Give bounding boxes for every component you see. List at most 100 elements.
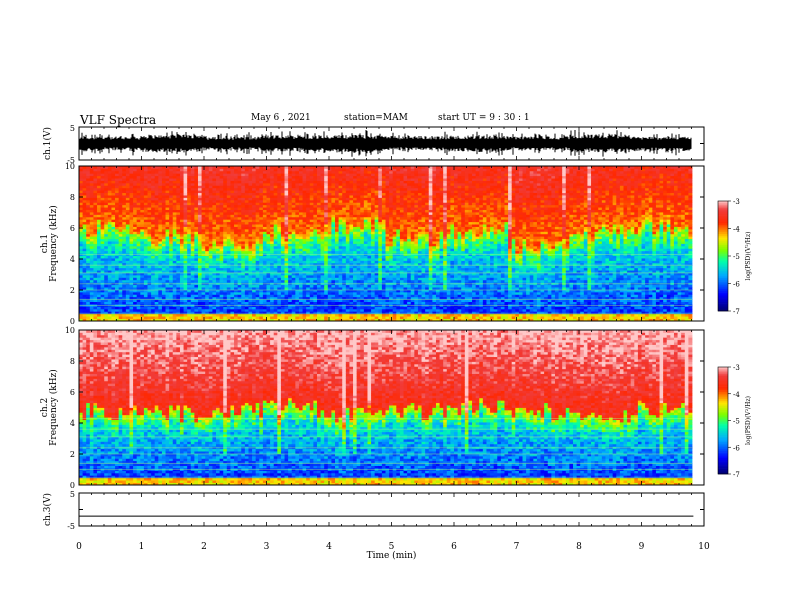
ch1-spectrogram-cell: [107, 209, 112, 213]
ch1-spectrogram-cell: [133, 224, 138, 227]
ch1-spectrogram-cell: [133, 204, 138, 208]
ch1-spectrogram-cell: [237, 168, 242, 172]
ch1-spectrogram-cell: [266, 178, 271, 181]
ch1-spectrogram-cell: [313, 245, 318, 249]
ch1-spectrogram-cell: [104, 265, 109, 269]
ch1-spectrogram-cell: [345, 212, 350, 215]
ch1-spectrogram-cell: [158, 301, 163, 305]
ch1-spectrogram-cell: [216, 279, 221, 283]
ch1-spectrogram-cell: [270, 313, 275, 317]
ch1-spectrogram-cell: [316, 243, 321, 247]
ch1-spectrogram-cell: [129, 306, 134, 310]
ch1-spectrogram-cell: [244, 245, 249, 249]
ch1-spectrogram-cell: [291, 274, 296, 278]
ch1-spectrogram-cell: [252, 178, 257, 181]
ch1-spectrogram-cell: [147, 204, 152, 208]
ch1-spectrogram-cell: [104, 221, 109, 225]
ch1-spectrogram-cell: [270, 182, 275, 186]
ch1-spectrogram-cell: [237, 272, 242, 276]
ch1-spectrogram-cell: [125, 279, 130, 283]
ch1-spectrogram-cell: [197, 226, 202, 230]
ch1-spectrogram-cell: [172, 209, 177, 213]
ch1-spectrogram-cell: [295, 277, 300, 281]
ch1-spectrogram-cell: [190, 224, 195, 227]
ch1-spectrogram-cell: [86, 250, 91, 254]
ch1-spectrogram-cell: [306, 219, 311, 223]
ch1-spectrogram-cell: [288, 267, 293, 271]
ch1-spectrogram-cell: [147, 296, 152, 300]
ch1-spectrogram-cell: [273, 262, 278, 266]
ch1-spectrogram-cell: [324, 291, 329, 295]
ch1-spectrogram-cell: [273, 313, 278, 317]
ch1-spectrogram-cell: [277, 313, 282, 317]
ch1-spectrogram-cell: [107, 260, 112, 264]
ch1-spectrogram-cell: [230, 248, 235, 252]
ch1-spectrogram-cell: [353, 291, 358, 295]
ch1-spectrogram-cell: [223, 166, 228, 169]
ch1-spectrogram-cell: [154, 195, 159, 198]
ch1-spectrogram-cell: [129, 262, 134, 266]
ch1-spectrogram-cell: [320, 267, 325, 271]
ch1-spectrogram-cell: [82, 216, 87, 220]
ch1-spectrogram-cell: [179, 219, 184, 223]
ch1-spectrogram-cell: [133, 301, 138, 305]
ch1-spectrogram-cell: [143, 306, 148, 310]
ch1-spectrogram-cell: [129, 287, 134, 290]
ch1-spectrogram-cell: [237, 279, 242, 283]
ch1-spectrogram-cell: [219, 258, 224, 261]
ch1-spectrogram-cell: [331, 233, 336, 237]
ch1-spectrogram-cell: [335, 245, 340, 249]
ch1-spectrogram-cell: [252, 248, 257, 252]
ch1-spectrogram-cell: [244, 238, 249, 242]
ch1-spectrogram-cell: [241, 192, 246, 196]
ch1-spectrogram-cell: [342, 207, 347, 210]
ch1-spectrogram-cell: [122, 306, 127, 310]
ch1-spectrogram-cell: [345, 170, 350, 174]
ch1-spectrogram-cell: [244, 262, 249, 266]
ch1-spectrogram-cell: [104, 258, 109, 261]
ch1-spectrogram-cell: [194, 199, 199, 203]
ch1-spectrogram-cell: [248, 178, 253, 181]
ch1-spectrogram-cell: [313, 209, 318, 213]
ch1-spectrogram-cell: [194, 168, 199, 172]
ch1-spectrogram-cell: [259, 187, 264, 191]
ch1-spectrogram-cell: [302, 180, 307, 184]
ch1-spectrogram-cell: [205, 219, 210, 223]
ch1-spectrogram-cell: [349, 224, 354, 227]
ch1-spectrogram-cell: [104, 248, 109, 252]
ch1-spectrogram-cell: [79, 306, 84, 310]
ch1-spectrogram-cell: [86, 190, 91, 194]
ch1-spectrogram-cell: [93, 267, 98, 271]
ch1-spectrogram-cell: [158, 250, 163, 254]
ch1-spectrogram-cell: [82, 166, 87, 169]
ch1-spectrogram-cell: [197, 262, 202, 266]
ch1-spectrogram-cell: [93, 243, 98, 247]
ch1-spectrogram-cell: [190, 238, 195, 242]
ch1-spectrogram-cell: [179, 209, 184, 213]
ch1-spectrogram-cell: [327, 296, 332, 300]
ch1-spectrogram-cell: [179, 296, 184, 300]
ch1-spectrogram-cell: [324, 313, 329, 317]
ch1-spectrogram-cell: [244, 185, 249, 189]
ch1-spectrogram-cell: [208, 204, 213, 208]
ch1-spectrogram-cell: [143, 224, 148, 227]
ch1-spectrogram-cell: [241, 301, 246, 305]
ch1-spectrogram-cell: [97, 231, 102, 235]
ch1-spectrogram-cell: [82, 267, 87, 271]
ch1-spectrogram-cell: [129, 199, 134, 203]
ch1-spectrogram-cell: [277, 284, 282, 288]
ch1-spectrogram-cell: [316, 190, 321, 194]
ch1-spectrogram-cell: [111, 284, 116, 288]
ch1-spectrogram-cell: [154, 233, 159, 237]
ch1-spectrogram-cell: [97, 279, 102, 283]
ch1-spectrogram-cell: [241, 248, 246, 252]
ch1-spectrogram-cell: [190, 306, 195, 310]
ch1-spectrogram-cell: [324, 187, 329, 191]
ch1-spectrogram-cell: [143, 308, 148, 312]
ch1-spectrogram-cell: [140, 199, 145, 203]
ch1-spectrogram-cell: [248, 250, 253, 254]
ch1-spectrogram-cell: [273, 187, 278, 191]
ch1-spectrogram-cell: [169, 202, 174, 206]
ch1-spectrogram-cell: [288, 306, 293, 310]
ch1-spectrogram-cell: [212, 296, 217, 300]
